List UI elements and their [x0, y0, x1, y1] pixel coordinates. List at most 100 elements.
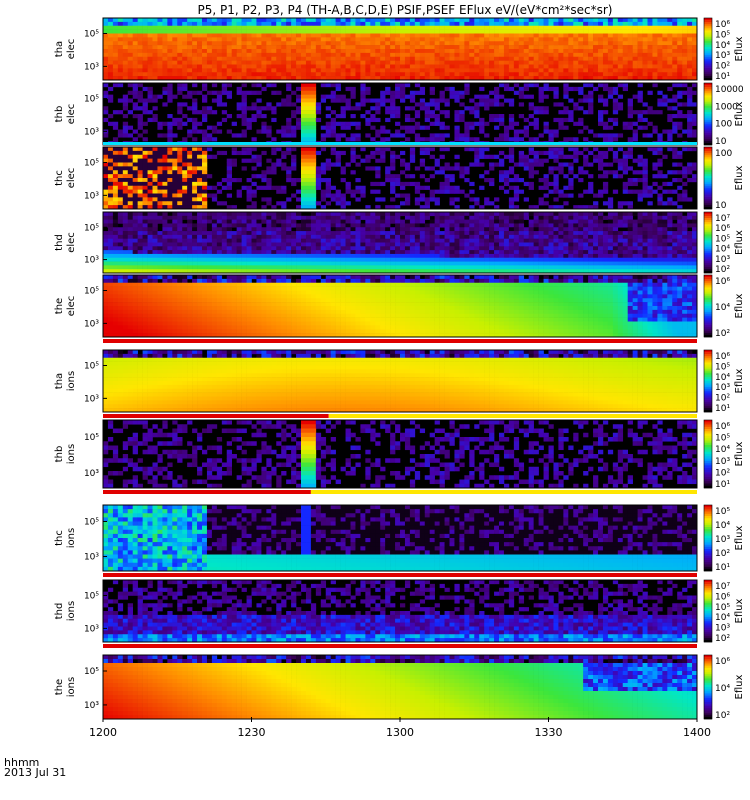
- spectrogram-cell: [217, 34, 222, 38]
- spectrogram-cell: [222, 87, 227, 91]
- spectrogram-cell: [687, 235, 692, 239]
- spectrogram-cell: [261, 53, 266, 57]
- spectrogram-cell: [182, 72, 187, 76]
- spectrogram-cell: [558, 190, 563, 194]
- spectrogram-cell: [286, 126, 291, 130]
- spectrogram-cell: [301, 118, 306, 122]
- spectrogram-cell: [474, 26, 479, 30]
- spectrogram-cell: [588, 30, 593, 34]
- spectrogram-cell: [553, 65, 558, 69]
- spectrogram-cell: [118, 57, 123, 61]
- spectrogram-cell: [286, 174, 291, 178]
- spectrogram-cell: [207, 53, 212, 57]
- spectrogram-cell: [276, 65, 281, 69]
- spectrogram-cell: [459, 49, 464, 53]
- spectrogram-cell: [138, 106, 143, 110]
- spectrogram-cell: [435, 49, 440, 53]
- spectrogram-cell: [222, 68, 227, 72]
- spectrogram-cell: [553, 212, 558, 216]
- spectrogram-cell: [454, 126, 459, 130]
- spectrogram-cell: [237, 34, 242, 38]
- spectrogram-cell: [143, 18, 148, 22]
- spectrogram-cell: [425, 53, 430, 57]
- spectrogram-cell: [331, 30, 336, 34]
- spectrogram-cell: [375, 190, 380, 194]
- spectrogram-cell: [148, 41, 153, 45]
- spectrogram-cell: [192, 194, 197, 198]
- spectrogram-cell: [380, 18, 385, 22]
- spectrogram-cell: [440, 99, 445, 103]
- spectrogram-cell: [301, 166, 306, 170]
- spectrogram-cell: [623, 186, 628, 190]
- spectrogram-cell: [162, 72, 167, 76]
- spectrogram-cell: [118, 68, 123, 72]
- spectrogram-cell: [365, 118, 370, 122]
- colorbar-segment: [704, 201, 712, 203]
- spectrogram-cell: [182, 18, 187, 22]
- spectrogram-cell: [207, 235, 212, 239]
- spectrogram-cell: [682, 26, 687, 30]
- spectrogram-cell: [103, 151, 108, 155]
- spectrogram-cell: [568, 163, 573, 167]
- spectrogram-cell: [425, 126, 430, 130]
- spectrogram-cell: [177, 166, 182, 170]
- spectrogram-cell: [420, 34, 425, 38]
- spectrogram-cell: [464, 65, 469, 69]
- spectrogram-cell: [316, 110, 321, 114]
- spectrogram-cell: [148, 194, 153, 198]
- spectrogram-cell: [167, 87, 172, 91]
- spectrogram-cell: [628, 114, 633, 118]
- spectrogram-cell: [484, 99, 489, 103]
- spectrogram-cell: [657, 49, 662, 53]
- spectrogram-cell: [415, 22, 420, 26]
- spectrogram-cell: [524, 166, 529, 170]
- spectrogram-cell: [355, 106, 360, 110]
- spectrogram-cell: [534, 53, 539, 57]
- spectrogram-cell: [479, 220, 484, 224]
- spectrogram-cell: [227, 72, 232, 76]
- spectrogram-cell: [143, 212, 148, 216]
- spectrogram-cell: [529, 22, 534, 26]
- spectrogram-cell: [157, 45, 162, 49]
- y-tick-label: 10⁵: [84, 95, 99, 105]
- spectrogram-cell: [682, 91, 687, 95]
- colorbar-tick-label: 10⁵: [715, 30, 730, 40]
- spectrogram-cell: [687, 22, 692, 26]
- spectrogram-cell: [113, 194, 118, 198]
- spectrogram-cell: [182, 137, 187, 141]
- spectrogram-cell: [509, 30, 514, 34]
- spectrogram-cell: [608, 49, 613, 53]
- spectrogram-cell: [469, 147, 474, 151]
- spectrogram-cell: [202, 227, 207, 231]
- spectrogram-cell: [494, 68, 499, 72]
- spectrogram-cell: [400, 41, 405, 45]
- spectrogram-cell: [618, 106, 623, 110]
- spectrogram-cell: [138, 53, 143, 57]
- spectrogram-cell: [187, 41, 192, 45]
- spectrogram-cell: [172, 216, 177, 220]
- colorbar-label: Eflux: [734, 101, 745, 126]
- spectrogram-cell: [232, 223, 237, 227]
- spectrogram-cell: [326, 22, 331, 26]
- spectrogram-cell: [123, 126, 128, 130]
- spectrogram-cell: [192, 41, 197, 45]
- spectrogram-cell: [638, 61, 643, 65]
- spectrogram-cell: [346, 102, 351, 106]
- spectrogram-cell: [177, 151, 182, 155]
- spectrogram-cell: [261, 72, 266, 76]
- spectrogram-cell: [489, 49, 494, 53]
- spectrogram-cell: [172, 220, 177, 224]
- spectrogram-cell: [435, 227, 440, 231]
- spectrogram-cell: [118, 49, 123, 53]
- spectrogram-cell: [445, 68, 450, 72]
- spectrogram-cell: [177, 147, 182, 151]
- spectrogram-cell: [202, 61, 207, 65]
- spectrogram-cell: [484, 34, 489, 38]
- spectrogram-cell: [202, 220, 207, 224]
- spectrogram-cell: [643, 163, 648, 167]
- spectrogram-cell: [113, 18, 118, 22]
- spectrogram-cell: [672, 231, 677, 235]
- spectrogram-cell: [529, 170, 534, 174]
- spectrogram-cell: [544, 126, 549, 130]
- spectrogram-cell: [410, 18, 415, 22]
